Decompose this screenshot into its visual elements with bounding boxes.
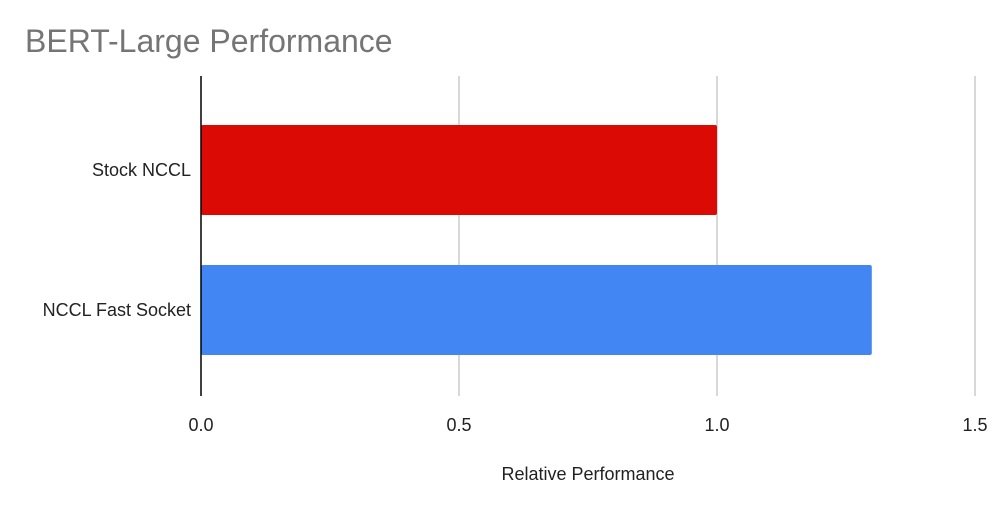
- category-label: NCCL Fast Socket: [43, 300, 191, 320]
- bar[interactable]: [201, 125, 717, 215]
- category-labels: Stock NCCL NCCL Fast Socket: [43, 160, 191, 320]
- category-label: Stock NCCL: [92, 160, 191, 180]
- x-tick-label: 1.5: [962, 415, 987, 435]
- x-tick-label: 1.0: [704, 415, 729, 435]
- x-tick-label: 0.5: [446, 415, 471, 435]
- chart-title: BERT-Large Performance: [25, 23, 393, 59]
- x-tick-label: 0.0: [188, 415, 213, 435]
- x-axis-title: Relative Performance: [501, 464, 674, 484]
- bar[interactable]: [201, 265, 872, 355]
- bars: [201, 125, 872, 355]
- x-tick-labels: 0.0 0.5 1.0 1.5: [188, 415, 987, 435]
